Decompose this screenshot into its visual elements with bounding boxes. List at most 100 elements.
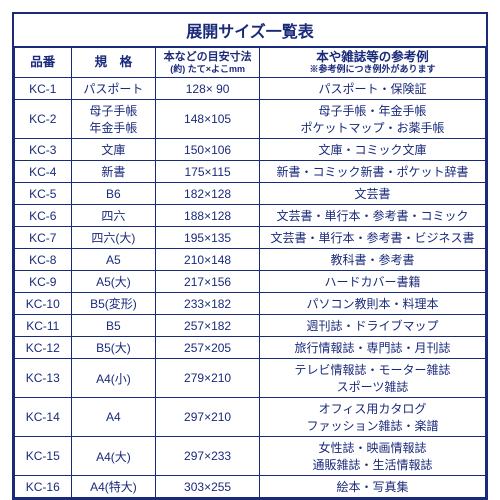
cell-example: 文芸書 [259,183,485,205]
table-header: 品番 規 格 本などの目安寸法 (約) たて×よこmm 本や雑誌等の参考例 ※参… [15,48,486,78]
header-spec-text: 規 格 [74,55,154,69]
cell-code: KC-12 [15,337,72,359]
cell-example-line: テレビ情報誌・モーター雑誌 [262,361,483,378]
cell-size: 297×233 [156,437,260,476]
cell-spec: B5 [71,315,156,337]
cell-spec: B5(大) [71,337,156,359]
table-row: KC-13A4(小)279×210テレビ情報誌・モーター雑誌スポーツ雑誌 [15,359,486,398]
table-row: KC-5B6182×128文芸書 [15,183,486,205]
cell-example-line: 女性誌・映画情報誌 [262,439,483,456]
cell-size: 217×156 [156,271,260,293]
cell-spec-line: 年金手帳 [74,119,154,136]
cell-example: オフィス用カタログファッション雑誌・楽譜 [259,398,485,437]
table-row: KC-9A5(大)217×156ハードカバー書籍 [15,271,486,293]
cell-spec: A5 [71,249,156,271]
header-size-line2: (約) たて×よこmm [158,64,257,75]
table-row: KC-2母子手帳年金手帳148×105母子手帳・年金手帳ポケットマップ・お薬手帳 [15,100,486,139]
cell-example-line: ファッション雑誌・楽譜 [262,417,483,434]
cell-size: 175×115 [156,161,260,183]
table-row: KC-7四六(大)195×135文芸書・単行本・参考書・ビジネス書 [15,227,486,249]
cell-code: KC-15 [15,437,72,476]
cell-size: 257×205 [156,337,260,359]
table-row: KC-4新書175×115新書・コミック新書・ポケット辞書 [15,161,486,183]
cell-size: 210×148 [156,249,260,271]
cell-size: 188×128 [156,205,260,227]
cell-code: KC-6 [15,205,72,227]
table-title: 展開サイズ一覧表 [14,14,486,47]
cell-code: KC-5 [15,183,72,205]
cell-example: ハードカバー書籍 [259,271,485,293]
table-row: KC-15A4(大)297×233女性誌・映画情報誌通販雑誌・生活情報誌 [15,437,486,476]
cell-spec: A4(小) [71,359,156,398]
cell-spec-line: 母子手帳 [74,102,154,119]
size-chart-container: 展開サイズ一覧表 品番 規 格 本などの目安寸法 (約) たて×よこmm 本や雑… [12,12,488,500]
cell-code: KC-10 [15,293,72,315]
header-code: 品番 [15,48,72,78]
cell-size: 128× 90 [156,78,260,100]
cell-example: 文庫・コミック文庫 [259,139,485,161]
cell-spec: 文庫 [71,139,156,161]
cell-spec: 四六 [71,205,156,227]
table-row: KC-14A4297×210オフィス用カタログファッション雑誌・楽譜 [15,398,486,437]
header-example-line1: 本や雑誌等の参考例 [262,50,483,64]
cell-example: テレビ情報誌・モーター雑誌スポーツ雑誌 [259,359,485,398]
header-code-text: 品番 [17,55,69,69]
cell-size: 257×182 [156,315,260,337]
cell-example-line: オフィス用カタログ [262,400,483,417]
cell-code: KC-16 [15,476,72,498]
cell-example: 教科書・参考書 [259,249,485,271]
cell-example: 女性誌・映画情報誌通販雑誌・生活情報誌 [259,437,485,476]
cell-spec: A4(特大) [71,476,156,498]
cell-code: KC-11 [15,315,72,337]
size-table: 品番 規 格 本などの目安寸法 (約) たて×よこmm 本や雑誌等の参考例 ※参… [14,47,486,498]
cell-example: 文芸書・単行本・参考書・コミック [259,205,485,227]
cell-example: 絵本・写真集 [259,476,485,498]
cell-code: KC-1 [15,78,72,100]
cell-example: パスポート・保険証 [259,78,485,100]
cell-code: KC-7 [15,227,72,249]
header-spec: 規 格 [71,48,156,78]
table-row: KC-10B5(変形)233×182パソコン教則本・料理本 [15,293,486,315]
cell-code: KC-13 [15,359,72,398]
cell-spec: A4(大) [71,437,156,476]
cell-example: 旅行情報誌・専門誌・月刊誌 [259,337,485,359]
cell-size: 148×105 [156,100,260,139]
cell-code: KC-14 [15,398,72,437]
table-body: KC-1パスポート128× 90パスポート・保険証KC-2母子手帳年金手帳148… [15,78,486,498]
table-row: KC-8A5210×148教科書・参考書 [15,249,486,271]
cell-example: パソコン教則本・料理本 [259,293,485,315]
cell-example-line: 通販雑誌・生活情報誌 [262,456,483,473]
cell-size: 195×135 [156,227,260,249]
cell-code: KC-3 [15,139,72,161]
table-row: KC-3文庫150×106文庫・コミック文庫 [15,139,486,161]
cell-size: 279×210 [156,359,260,398]
cell-size: 233×182 [156,293,260,315]
cell-spec: 新書 [71,161,156,183]
header-example: 本や雑誌等の参考例 ※参考例につき例外があります [259,48,485,78]
cell-example-line: ポケットマップ・お薬手帳 [262,119,483,136]
cell-spec: パスポート [71,78,156,100]
cell-code: KC-4 [15,161,72,183]
cell-code: KC-2 [15,100,72,139]
header-size: 本などの目安寸法 (約) たて×よこmm [156,48,260,78]
cell-size: 303×255 [156,476,260,498]
table-row: KC-6四六188×128文芸書・単行本・参考書・コミック [15,205,486,227]
header-size-line1: 本などの目安寸法 [158,51,257,64]
cell-example: 週刊誌・ドライブマップ [259,315,485,337]
cell-size: 297×210 [156,398,260,437]
cell-size: 182×128 [156,183,260,205]
cell-example: 母子手帳・年金手帳ポケットマップ・お薬手帳 [259,100,485,139]
header-example-line2: ※参考例につき例外があります [262,64,483,75]
cell-example: 文芸書・単行本・参考書・ビジネス書 [259,227,485,249]
table-row: KC-16A4(特大)303×255絵本・写真集 [15,476,486,498]
table-row: KC-12B5(大)257×205旅行情報誌・専門誌・月刊誌 [15,337,486,359]
table-row: KC-11B5257×182週刊誌・ドライブマップ [15,315,486,337]
cell-example-line: 母子手帳・年金手帳 [262,102,483,119]
cell-code: KC-9 [15,271,72,293]
cell-example-line: スポーツ雑誌 [262,378,483,395]
cell-example: 新書・コミック新書・ポケット辞書 [259,161,485,183]
table-row: KC-1パスポート128× 90パスポート・保険証 [15,78,486,100]
cell-spec: A4 [71,398,156,437]
cell-spec: A5(大) [71,271,156,293]
cell-code: KC-8 [15,249,72,271]
